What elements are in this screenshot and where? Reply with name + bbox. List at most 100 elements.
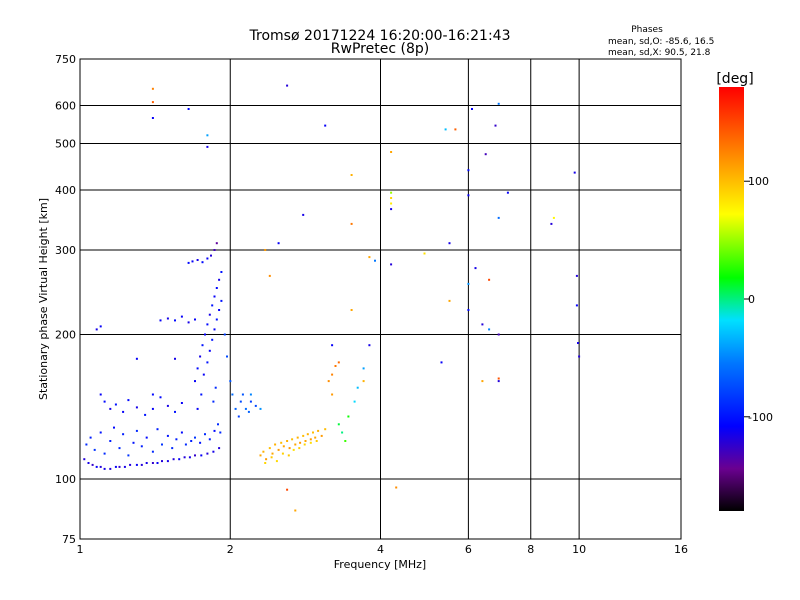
data-point [161, 443, 163, 446]
data-point [194, 436, 196, 439]
data-point [140, 445, 143, 448]
data-point [87, 462, 90, 464]
data-point [298, 447, 301, 450]
data-point [302, 434, 305, 437]
data-point [270, 456, 273, 459]
data-point [194, 318, 196, 321]
data-point [123, 465, 126, 468]
data-point [259, 454, 262, 457]
data-point [488, 328, 491, 331]
data-point [140, 463, 143, 466]
data-point [156, 462, 159, 464]
data-point [474, 267, 477, 270]
data-point [244, 407, 247, 410]
data-point [440, 361, 443, 364]
data-point [204, 433, 206, 436]
data-point [99, 465, 102, 468]
x-tick-labels: 1 2 4 6 8 10 16 [77, 543, 689, 556]
data-point [368, 256, 371, 259]
data-point [171, 447, 174, 450]
data-point [206, 323, 209, 326]
data-point [314, 436, 317, 439]
data-point [166, 460, 169, 463]
data-point [280, 441, 283, 444]
data-point [282, 445, 285, 448]
data-point [132, 441, 135, 444]
data-point [488, 278, 491, 281]
data-point [99, 325, 102, 328]
data-point [341, 431, 344, 434]
data-point [89, 436, 92, 439]
data-point [83, 458, 86, 461]
data-point [444, 128, 447, 131]
data-point [95, 465, 98, 468]
data-point [178, 458, 181, 461]
data-point [151, 101, 154, 104]
data-point [127, 399, 130, 402]
data-point [281, 452, 284, 455]
data-point [578, 355, 581, 358]
data-point [113, 426, 115, 429]
data-point [211, 304, 214, 307]
data-point [114, 465, 117, 468]
data-point [454, 128, 457, 131]
data-point [212, 400, 215, 403]
data-point [199, 355, 202, 358]
data-point [506, 191, 509, 194]
data-point [219, 431, 222, 434]
y-tick-label: 300 [55, 244, 76, 257]
y-tick-label: 750 [55, 53, 76, 66]
x-tick-label: 4 [377, 543, 384, 556]
data-point [122, 410, 125, 413]
data-point [247, 410, 250, 413]
data-point [217, 423, 219, 426]
data-point [467, 309, 470, 311]
data-point [277, 448, 280, 451]
data-point [234, 407, 237, 410]
data-point [268, 274, 271, 277]
data-point [287, 454, 290, 457]
data-point [91, 463, 94, 466]
data-point [211, 338, 214, 341]
data-point [390, 151, 393, 153]
data-point [239, 400, 242, 403]
data-point [218, 278, 221, 281]
x-tick-label: 16 [674, 543, 688, 556]
data-point [395, 486, 398, 489]
grid-lines [80, 59, 681, 539]
data-point [350, 174, 353, 176]
data-point [208, 313, 211, 316]
data-point [320, 434, 323, 437]
data-point [122, 433, 125, 436]
data-point [206, 452, 209, 455]
data-point [288, 447, 291, 450]
x-tick-label: 6 [465, 543, 472, 556]
data-point [213, 249, 216, 251]
data-point [423, 252, 426, 255]
data-point [220, 299, 223, 302]
data-point [286, 488, 289, 491]
y-tick-label: 75 [62, 533, 76, 546]
colorbar-label: [deg] [716, 71, 753, 87]
data-point [208, 349, 211, 352]
y-tick-label: 100 [55, 473, 76, 486]
data-point [259, 407, 262, 410]
data-point [337, 361, 340, 364]
data-point [93, 448, 96, 451]
data-point [166, 404, 169, 407]
data-point [286, 440, 289, 442]
data-point [356, 386, 359, 389]
data-point [184, 443, 187, 446]
data-point [390, 191, 393, 194]
data-point [213, 295, 216, 298]
data-point [200, 393, 203, 396]
data-point [448, 242, 451, 245]
data-point [317, 429, 320, 432]
data-point [159, 319, 162, 322]
data-point [467, 194, 470, 197]
plot-frame [79, 58, 682, 540]
data-point [180, 402, 183, 404]
data-point [151, 462, 154, 464]
x-axis-label: Frequency [MHz] [334, 558, 426, 571]
